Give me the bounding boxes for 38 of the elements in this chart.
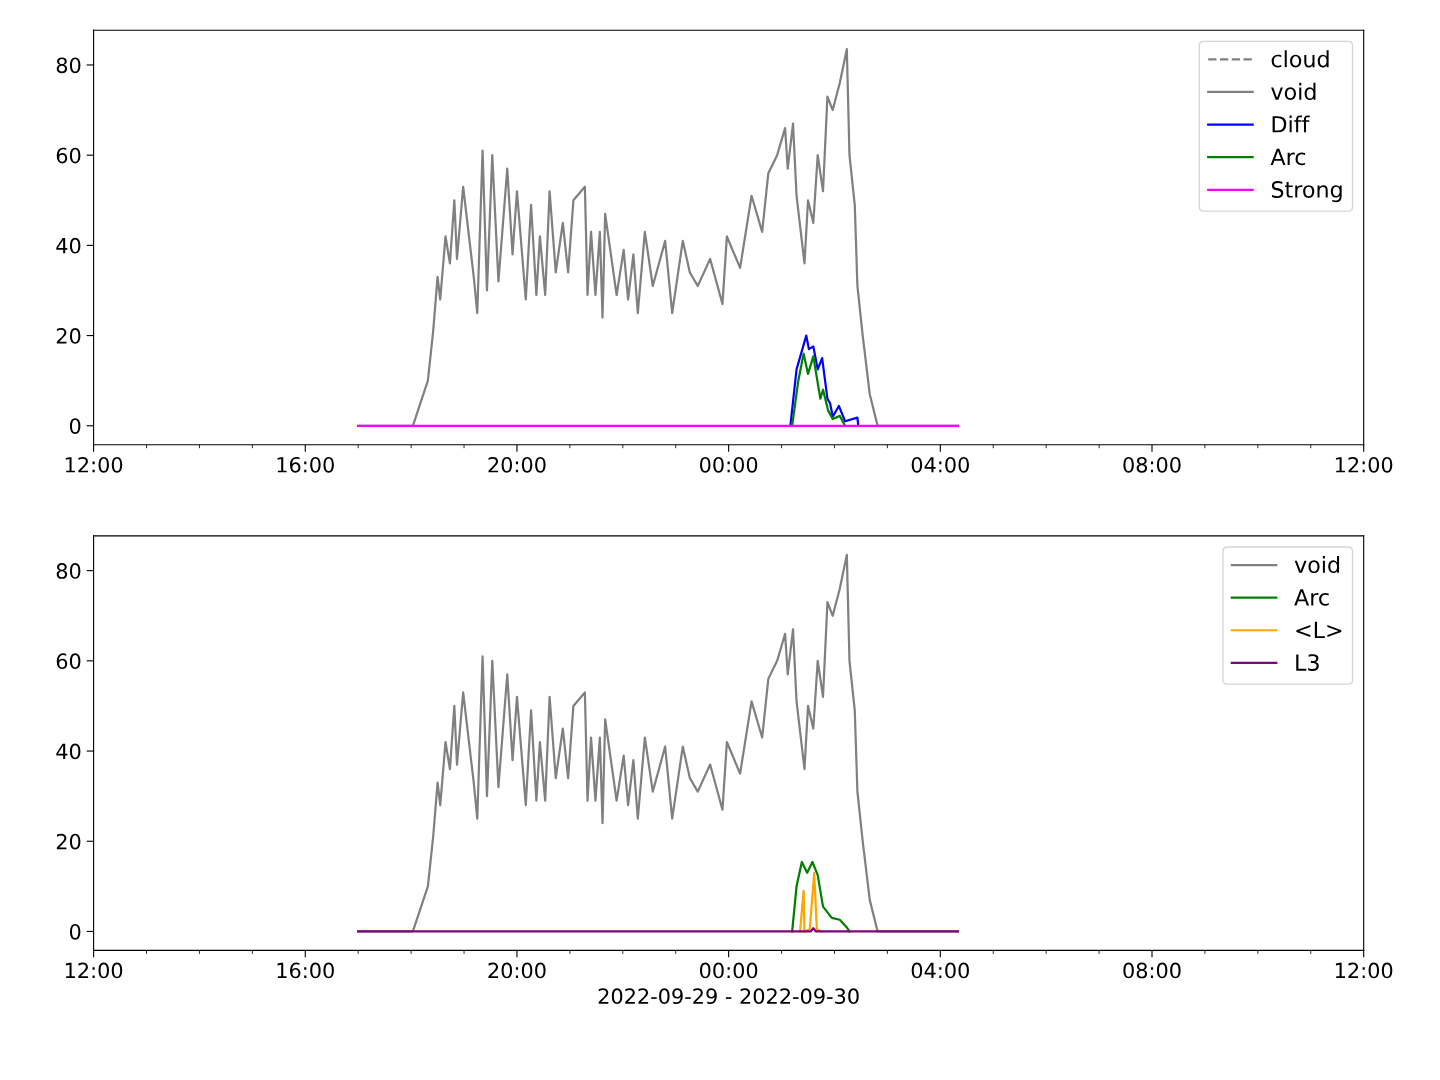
x-tick-label: 12:00 [1335,456,1393,473]
y-tick-label: 80 [56,563,81,579]
legend-label: <L> [1296,621,1342,639]
y-tick-label: 0 [69,923,81,940]
y-tick-label: 20 [56,833,81,850]
x-tick-label: 04:00 [911,962,969,979]
x-tick-label: 00:00 [699,456,758,473]
x-tick-label: 04:00 [911,456,969,473]
line-series [789,334,860,427]
y-tick-label: 0 [69,418,81,434]
x-tick-label: 12:00 [65,456,123,473]
x-tick-label: 20:00 [488,456,546,473]
line-series [798,871,823,933]
x-tick-label: 20:00 [488,962,546,979]
y-tick-label: 40 [56,743,81,760]
legend-label: Arc [1294,589,1329,606]
legend-label: void [1294,555,1340,574]
y-tick-label: 40 [56,237,81,254]
x-tick-label: 00:00 [699,962,758,979]
legend-label: void [1271,82,1316,101]
x-tick-label: 12:00 [1335,962,1393,979]
x-tick-label: 08:00 [1123,962,1181,979]
y-tick-label: 60 [56,653,81,670]
y-tick-label: 60 [56,147,81,164]
x-tick-label: 08:00 [1123,456,1181,473]
line-series [791,352,847,427]
x-tick-label: 16:00 [277,456,334,473]
legend-label: Strong [1271,181,1342,203]
x-tick-label: 16:00 [277,962,334,979]
legend-label: Arc [1270,148,1306,166]
y-tick-label: 80 [56,57,81,74]
legend-label: L3 [1296,654,1319,671]
x-tick-label: 12:00 [65,962,123,979]
line-series [791,860,851,933]
legend-label: Diff [1272,115,1310,133]
x-axis-title: 2022-09-29 - 2022-09-30 [598,988,859,1005]
legend-label: cloud [1271,50,1329,68]
y-tick-label: 20 [56,328,81,344]
